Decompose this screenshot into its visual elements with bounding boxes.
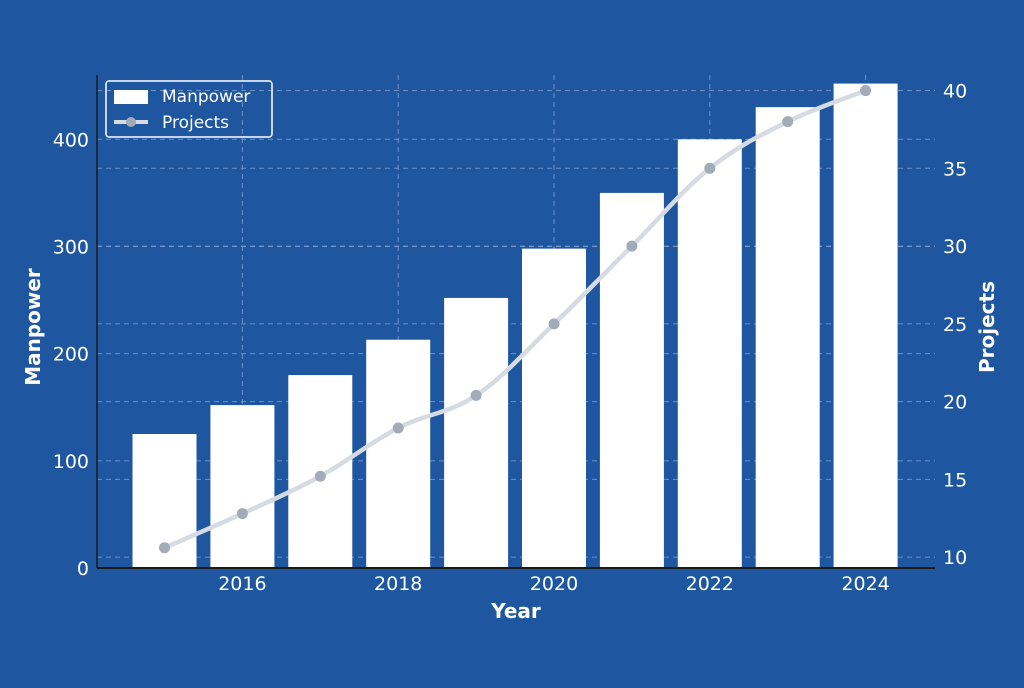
point-projects-2022	[704, 162, 716, 174]
bar-manpower-2023	[755, 107, 820, 569]
x-axis-title: Year	[490, 599, 541, 623]
line-projects	[162, 88, 868, 551]
axis-layer	[96, 75, 935, 569]
y2-tick-label: 25	[943, 314, 967, 336]
legend: Manpower Projects	[105, 80, 273, 138]
y2-tick-label: 10	[943, 547, 967, 569]
bar-manpower-2024	[833, 83, 898, 568]
bar-manpower-2021	[599, 192, 664, 569]
point-projects-2015	[159, 542, 170, 554]
x-tick-label: 2024	[841, 573, 889, 595]
y2-tick-label: 35	[943, 158, 967, 180]
legend-label-projects: Projects	[162, 113, 229, 133]
point-projects-2020	[548, 318, 560, 330]
tick-layer: 0 100 200 300 400 10 15 20 25 30 35 40 2016 2018 2020 2…	[53, 81, 967, 595]
x-tick-label: 2018	[374, 573, 422, 595]
y2-tick-label: 40	[943, 81, 967, 103]
point-projects-2024	[860, 85, 872, 97]
y-tick-label: 400	[53, 129, 89, 151]
bar-manpower-2018	[366, 339, 431, 568]
y-tick-label: 200	[53, 344, 89, 366]
bar-manpower-2019	[444, 297, 509, 568]
y-tick-label: 300	[53, 236, 89, 258]
legend-swatch-manpower	[114, 90, 148, 104]
bar-manpower-2016	[210, 405, 275, 568]
point-projects-2017	[314, 470, 326, 482]
y2-tick-label: 20	[943, 392, 967, 414]
point-projects-2018	[392, 422, 404, 434]
point-projects-2019	[470, 389, 482, 401]
y-tick-label: 0	[77, 558, 89, 580]
y2-tick-label: 15	[943, 469, 967, 491]
line-layer	[159, 85, 872, 554]
point-projects-2021	[626, 240, 638, 252]
point-projects-2023	[782, 116, 794, 128]
point-projects-2016	[236, 508, 248, 520]
x-tick-label: 2022	[686, 573, 734, 595]
bar-manpower-2020	[522, 248, 586, 568]
legend-label-manpower: Manpower	[162, 87, 250, 107]
x-tick-label: 2016	[218, 573, 266, 595]
bar-manpower-2022	[677, 139, 742, 568]
y-axis-title: Manpower	[21, 268, 45, 386]
legend-box	[105, 80, 273, 138]
y2-axis-title: Projects	[975, 281, 999, 373]
y-tick-label: 100	[53, 451, 89, 473]
y2-tick-label: 30	[943, 236, 967, 258]
legend-swatch-projects-marker	[126, 117, 136, 127]
x-tick-label: 2020	[530, 573, 578, 595]
bar-layer	[132, 83, 898, 569]
